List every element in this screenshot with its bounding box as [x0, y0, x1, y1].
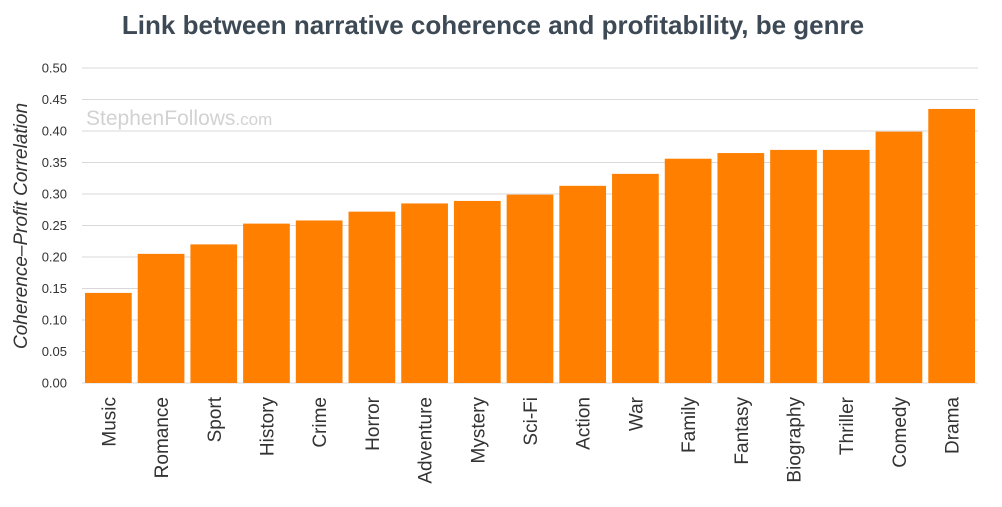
y-tick-label: 0.15 — [42, 281, 67, 296]
x-tick-label: Thriller — [837, 396, 858, 455]
watermark-name: StephenFollows — [86, 107, 235, 130]
x-axis-ticks: Music Romance Sport History Crime Horror Adven… — [99, 396, 963, 483]
y-tick-label: 0.00 — [42, 376, 67, 391]
y-tick-label: 0.10 — [42, 313, 67, 328]
x-tick-label: Music — [99, 397, 120, 447]
bar-family — [664, 158, 712, 383]
bar-romance — [137, 253, 185, 383]
x-tick-label: Action — [574, 397, 595, 450]
bar-fantasy — [717, 153, 765, 383]
chart-title: Link between narrative coherence and pro… — [122, 10, 864, 40]
x-tick-label: Romance — [152, 397, 173, 478]
bar-crime — [295, 220, 343, 383]
y-axis-label: Coherence–Profit Correlation — [11, 103, 32, 349]
y-tick-label: 0.05 — [42, 344, 67, 359]
x-tick-label: Mystery — [468, 397, 489, 464]
y-tick-label: 0.40 — [42, 124, 67, 139]
watermark-suffix: .com — [235, 110, 272, 129]
y-tick-label: 0.45 — [42, 92, 67, 107]
bars — [85, 108, 975, 383]
bar-biography — [770, 149, 817, 383]
x-tick-label: Sci-Fi — [521, 397, 542, 446]
bar-horror — [348, 211, 396, 383]
x-tick-label: War — [626, 396, 647, 431]
x-tick-label: History — [257, 397, 278, 457]
x-tick-label: Family — [679, 397, 700, 453]
bar-history — [243, 223, 290, 383]
bar-comedy — [875, 131, 923, 383]
y-axis-ticks: 0.00 0.05 0.10 0.15 0.20 0.25 0.30 0.35 0.40 0.45… — [42, 61, 67, 391]
y-tick-label: 0.25 — [42, 218, 67, 233]
y-tick-label: 0.20 — [42, 250, 67, 265]
x-tick-label: Biography — [785, 397, 806, 483]
bar-thriller — [822, 149, 870, 383]
x-tick-label: Comedy — [890, 397, 911, 468]
watermark: StephenFollows.com — [86, 107, 272, 130]
bar-mystery — [453, 200, 501, 383]
bar-action — [559, 185, 607, 383]
x-tick-label: Drama — [943, 397, 964, 454]
x-tick-label: Fantasy — [732, 397, 753, 465]
bar-adventure — [401, 203, 448, 383]
x-tick-label: Sport — [205, 396, 226, 442]
bar-sport — [190, 244, 238, 383]
bar-drama — [928, 108, 975, 383]
y-tick-label: 0.50 — [42, 61, 67, 76]
y-tick-label: 0.35 — [42, 155, 67, 170]
x-tick-label: Adventure — [416, 397, 437, 484]
x-tick-label: Horror — [363, 396, 384, 451]
bar-sci-fi — [506, 194, 554, 383]
x-tick-label: Crime — [310, 397, 331, 448]
bar-war — [612, 173, 659, 383]
y-tick-label: 0.30 — [42, 187, 67, 202]
bar-music — [85, 292, 132, 383]
